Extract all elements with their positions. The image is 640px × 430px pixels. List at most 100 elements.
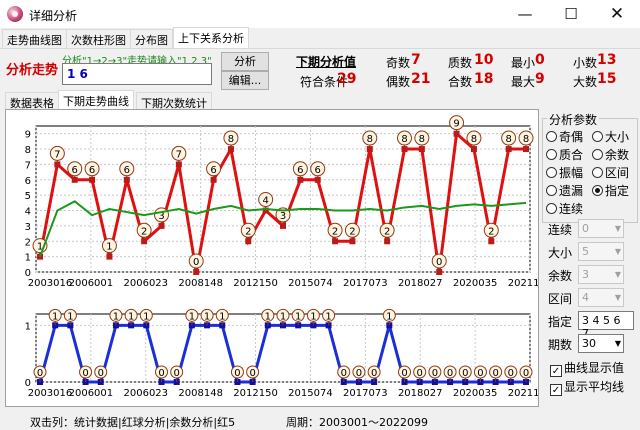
tab-trend-curve[interactable]: 走势曲线图 [2, 29, 67, 48]
close-icon[interactable]: ✕ [609, 4, 625, 24]
analysis-input[interactable]: 1 6 [62, 63, 212, 85]
data-label: 8 [471, 134, 477, 145]
data-label-balloon [431, 253, 447, 269]
radio-dot [546, 185, 557, 196]
data-label: 7 [176, 149, 182, 160]
check-icon: ✓ [550, 384, 562, 396]
maximize-icon[interactable]: ☐ [564, 5, 578, 23]
data-label: 2 [384, 226, 390, 237]
combo-value: 0 [582, 222, 589, 235]
edit-button[interactable]: 编辑... [221, 71, 269, 90]
data-label: 0 [523, 368, 529, 379]
data-label: 1 [128, 311, 134, 322]
minimize-icon[interactable]: — [517, 5, 533, 23]
radio-missing[interactable]: 遗漏 [546, 182, 583, 199]
interval-combo: 4 ▼ [578, 288, 624, 307]
y-tick-label: 1 [25, 253, 31, 264]
data-label-balloon [306, 308, 320, 322]
data-label-balloon [344, 222, 360, 238]
radio-consecutive[interactable]: 连续 [546, 200, 583, 217]
data-label: 1 [265, 311, 271, 322]
size-combo: 5 ▼ [578, 242, 624, 261]
data-label: 2 [349, 226, 355, 237]
data-label-balloon [501, 130, 517, 146]
combo-value: 5 [582, 245, 589, 258]
show-average-checkbox[interactable]: ✓ 显示平均线 [550, 378, 624, 396]
radio-odd-even[interactable]: 奇偶 [546, 128, 583, 145]
radio-prime-composite[interactable]: 质合 [546, 146, 583, 163]
y-tick-label: 0 [25, 268, 31, 279]
big-label: 大数 [573, 75, 598, 89]
analysis-params-group: 分析参数 奇偶 大小 质合 余数 振幅 区间 遗漏 指定 连续 [542, 111, 638, 223]
radio-label: 遗漏 [559, 184, 584, 198]
composite-label: 合数 [448, 75, 473, 89]
data-label-balloon [171, 145, 187, 161]
data-label: 0 [508, 368, 514, 379]
tab-relation-analysis[interactable]: 上下关系分析 [173, 27, 249, 48]
tab-next-count[interactable]: 下期次数统计 [136, 92, 212, 111]
data-label: 1 [113, 311, 119, 322]
data-label: 3 [158, 211, 164, 222]
analyze-button[interactable]: 分析 [221, 52, 269, 71]
data-label-balloon [443, 365, 457, 379]
specified-input[interactable]: 3 4 5 6 7 [578, 311, 634, 340]
tab-count-bar[interactable]: 次数柱形图 [66, 29, 131, 48]
data-label: 1 [189, 311, 195, 322]
radio-dot [546, 131, 557, 142]
data-label-balloon [124, 308, 138, 322]
data-label: 0 [193, 257, 199, 268]
periods-label: 期数 [548, 338, 573, 352]
tab-distribution[interactable]: 分布图 [130, 29, 173, 48]
radio-label: 余数 [605, 148, 630, 162]
data-label: 0 [98, 368, 104, 379]
x-tick-label: 2006001 [69, 278, 114, 289]
radio-specified[interactable]: 指定 [592, 182, 629, 199]
specified-label: 指定 [548, 315, 573, 329]
data-label: 8 [367, 134, 373, 145]
radio-label: 奇偶 [559, 130, 584, 144]
max-label: 最大 [511, 75, 536, 89]
data-label: 9 [453, 119, 459, 130]
radio-dot [546, 149, 557, 160]
radio-big-small[interactable]: 大小 [592, 128, 629, 145]
show-values-checkbox[interactable]: ✓ 曲线显示值 [550, 359, 624, 377]
data-label-balloon [206, 161, 222, 177]
data-label-balloon [367, 365, 381, 379]
radio-label: 指定 [605, 184, 630, 198]
data-label-balloon [382, 308, 396, 322]
data-label-balloon [101, 238, 117, 254]
y-tick-label: 2 [25, 237, 31, 248]
odd-value: 7 [411, 52, 421, 68]
data-label-balloon [33, 365, 47, 379]
data-label: 1 [37, 242, 43, 253]
odd-label: 奇数 [386, 56, 411, 70]
x-tick-label: 2008148 [178, 278, 223, 289]
tab-data-table[interactable]: 数据表格 [5, 92, 59, 111]
data-label-balloon [215, 308, 229, 322]
periods-combo[interactable]: 30 ▼ [578, 334, 624, 353]
data-label-balloon [504, 365, 518, 379]
data-label-balloon [49, 145, 65, 161]
radio-label: 区间 [605, 166, 630, 180]
data-label: 0 [37, 368, 43, 379]
x-tick-label: 2018027 [398, 278, 443, 289]
data-label: 2 [245, 226, 251, 237]
data-label: 8 [228, 134, 234, 145]
radio-dot-selected [592, 185, 603, 196]
radio-remainder[interactable]: 余数 [592, 146, 629, 163]
app-icon [7, 6, 23, 22]
data-label: 0 [234, 368, 240, 379]
radio-interval[interactable]: 区间 [592, 164, 629, 181]
x-tick-label: 2017073 [343, 278, 388, 289]
radio-amplitude[interactable]: 振幅 [546, 164, 583, 181]
data-label-balloon [449, 115, 465, 131]
tab-next-trend[interactable]: 下期走势曲线 [58, 90, 134, 111]
data-label-balloon [275, 207, 291, 223]
next-analysis-title: 下期分析值 [296, 55, 357, 69]
data-label-balloon [483, 222, 499, 238]
status-bar: 双击列：统计数据|红球分析|余数分析|红5 周期：2003001～2022099 [0, 410, 640, 430]
data-label: 1 [280, 311, 286, 322]
data-label: 0 [371, 368, 377, 379]
x-tick-label: 2020035 [453, 388, 498, 399]
